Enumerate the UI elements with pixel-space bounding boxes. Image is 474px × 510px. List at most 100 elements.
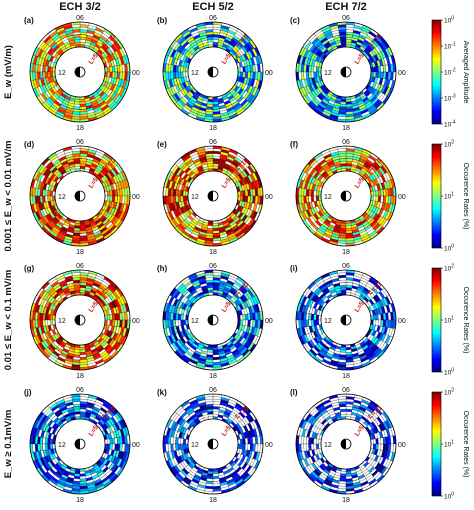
row-labels: E_w (mV/m) 0.001 ≤ E_w < 0.01 mV/m 0.01 …	[3, 45, 14, 478]
mlt-label-06: 06	[76, 15, 84, 22]
colorbar-row-2: 102 101 100 Occurence Rates (%)	[431, 140, 469, 253]
colorbar-tick-label: 100	[444, 244, 454, 253]
colorbar-tick-label: 101	[444, 440, 454, 449]
mlt-label-06: 06	[209, 15, 217, 22]
colorbar-tick-label: 100	[444, 492, 454, 501]
panel-letter: (j)	[24, 388, 32, 397]
mlt-label-06: 06	[342, 15, 350, 22]
mlt-label-18: 18	[342, 249, 350, 256]
panel-letter: (f)	[290, 140, 298, 149]
panel-letter: (k)	[157, 388, 167, 397]
dashed-ring	[308, 34, 384, 110]
mlt-label-06: 06	[76, 139, 84, 146]
mlt-label-06: 06	[76, 263, 84, 270]
colorbar-tick-label: 10-4	[444, 120, 456, 129]
mlt-label-18: 18	[76, 249, 84, 256]
mlt-label-06: 06	[342, 263, 350, 270]
colorbar-tick-label: 102	[444, 140, 454, 149]
dashed-ring	[175, 34, 251, 110]
colorbar	[431, 391, 442, 497]
mlt-label-00: 00	[265, 442, 273, 449]
colorbar	[431, 267, 442, 373]
column-headers: ECH 3/2 ECH 5/2 ECH 7/2	[59, 1, 367, 13]
mlt-label-00: 00	[398, 442, 406, 449]
mlt-label-18: 18	[76, 125, 84, 132]
colorbar	[431, 19, 442, 125]
colorbar-tick-label: 100	[444, 368, 454, 377]
panel-letter: (l)	[290, 388, 298, 397]
row-label-3: 0.01 ≤ E_w < 0.1 mV/m	[3, 270, 14, 371]
dashed-ring	[42, 158, 118, 234]
mlt-label-12: 12	[58, 442, 66, 449]
mlt-label-18: 18	[209, 497, 217, 504]
colorbar	[431, 143, 442, 249]
row-label-4: E_w ≥ 0.1mV/m	[3, 410, 14, 479]
dashed-ring	[42, 34, 118, 110]
mlt-label-00: 00	[398, 70, 406, 77]
mlt-label-18: 18	[76, 373, 84, 380]
mlt-label-12: 12	[191, 194, 199, 201]
mlt-label-00: 00	[398, 194, 406, 201]
mlt-label-12: 12	[324, 442, 332, 449]
mlt-label-00: 00	[132, 70, 140, 77]
mlt-label-00: 00	[265, 194, 273, 201]
colorbar-tick-label: 100	[444, 16, 454, 25]
panel-letter: (d)	[24, 140, 35, 149]
panel-letter: (c)	[290, 16, 300, 25]
column-header-ech72: ECH 7/2	[325, 1, 367, 13]
mlt-label-06: 06	[342, 139, 350, 146]
column-header-ech32: ECH 3/2	[59, 1, 101, 13]
colorbar-title: Occurence Rates (%)	[462, 411, 469, 478]
mlt-label-00: 00	[132, 194, 140, 201]
outer-ring	[295, 21, 397, 123]
mlt-label-12: 12	[58, 70, 66, 77]
colorbar-tick-label: 102	[444, 388, 454, 397]
mlt-label-18: 18	[342, 497, 350, 504]
colorbar-title: Occurence Rates (%)	[462, 163, 469, 230]
colorbar-tick-label: 10-3	[444, 94, 456, 103]
colorbar-tick-label: 10-1	[444, 42, 456, 51]
mlt-label-00: 00	[265, 318, 273, 325]
panel-letter: (h)	[157, 264, 168, 273]
mlt-label-06: 06	[209, 263, 217, 270]
panel-letter: (i)	[290, 264, 298, 273]
mlt-label-12: 12	[58, 194, 66, 201]
mlt-label-06: 06	[76, 387, 84, 394]
mlt-label-12: 12	[324, 318, 332, 325]
earth-nightside	[208, 67, 213, 77]
colorbar-row-4: 102 101 100 Occurence Rates (%)	[431, 388, 469, 501]
panel-letter: (g)	[24, 264, 35, 273]
panel-letter: (b)	[157, 16, 168, 25]
panel-letter: (a)	[24, 16, 34, 25]
colorbar-tick-label: 101	[444, 192, 454, 201]
mlt-label-18: 18	[209, 249, 217, 256]
mlt-label-06: 06	[209, 139, 217, 146]
panel-letter: (e)	[157, 140, 167, 149]
mlt-label-18: 18	[209, 125, 217, 132]
mlt-label-18: 18	[76, 497, 84, 504]
mlt-label-12: 12	[191, 442, 199, 449]
mlt-label-18: 18	[342, 125, 350, 132]
mlt-label-18: 18	[342, 373, 350, 380]
mlt-label-12: 12	[324, 194, 332, 201]
mlt-label-18: 18	[209, 373, 217, 380]
outer-ring	[162, 21, 264, 123]
mlt-label-06: 06	[209, 387, 217, 394]
mlt-label-00: 00	[132, 318, 140, 325]
mlt-label-00: 00	[398, 318, 406, 325]
mlt-label-12: 12	[324, 70, 332, 77]
mlt-label-00: 00	[265, 70, 273, 77]
colorbar-tick-label: 101	[444, 316, 454, 325]
